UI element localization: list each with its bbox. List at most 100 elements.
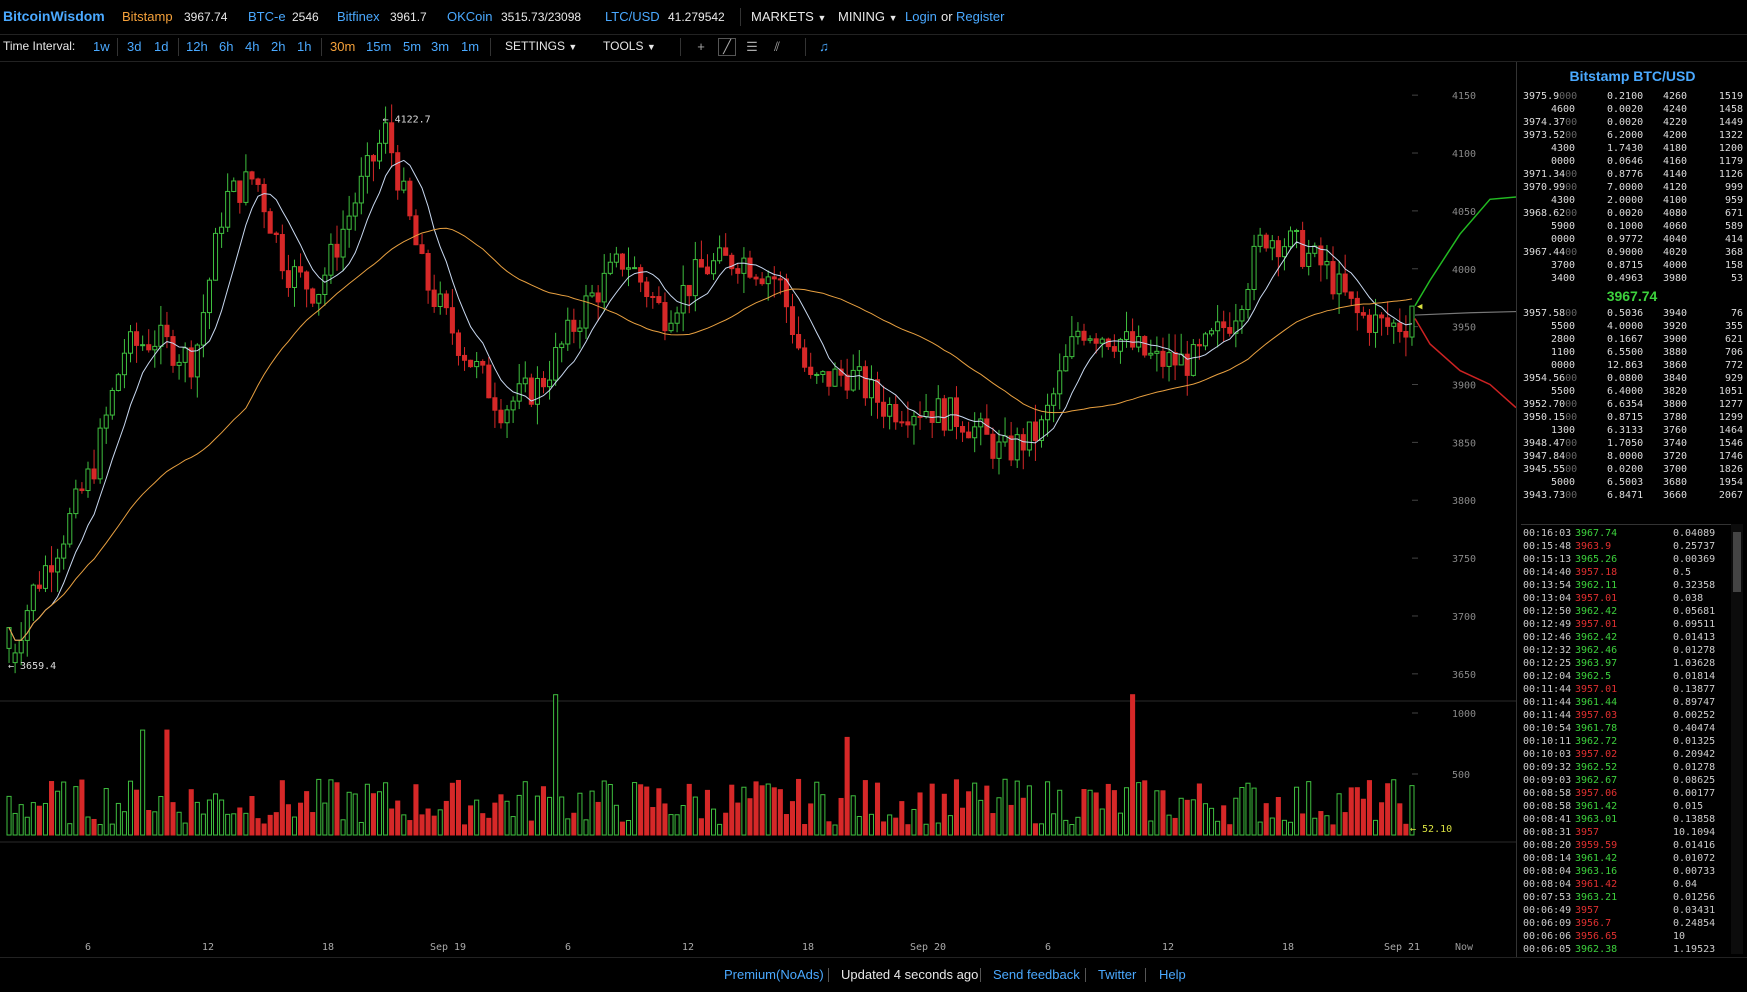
interval-1m[interactable]: 1m [461,39,480,54]
ticker-bitstamp-name[interactable]: Bitstamp [122,9,173,24]
bid-row[interactable]: 2800 0.1667 3900 621 [1521,333,1743,346]
bid-row[interactable]: 1100 6.5500 3880 706 [1521,346,1743,359]
horizontal-lines-icon[interactable]: ☰ [746,39,758,54]
brand-logo[interactable]: BitcoinWisdom [3,8,105,24]
ask-row[interactable]: 3975.9000 0.2100 4260 1519 [1521,90,1743,103]
trade-amount: 0.03431 [1673,905,1716,916]
volume-bar [650,807,656,836]
ask-row[interactable]: 4300 1.7430 4180 1200 [1521,142,1743,155]
candle-up [322,274,328,295]
bell-icon[interactable]: ♫ [819,39,829,54]
twitter-link[interactable]: Twitter [1098,967,1137,982]
candle-up [346,215,352,230]
depth-price: 4160 [1663,156,1688,167]
scroll-thumb[interactable] [1733,532,1741,592]
markets-menu[interactable]: MARKETS ▼ [751,9,826,24]
bid-row[interactable]: 5500 4.0000 3920 355 [1521,320,1743,333]
interval-4h[interactable]: 4h [245,39,260,54]
chart-canvas[interactable]: 4150 4100 4050 4000 3950 3900 3850 3800 3750 3700… [0,62,1517,957]
ask-row[interactable]: 3971.3400 0.8776 4140 1126 [1521,168,1743,181]
ask-row[interactable]: 4300 2.0000 4100 959 [1521,194,1743,207]
volume-bar [1397,803,1403,836]
candle-down [953,397,960,428]
bid-row[interactable]: 5000 6.5003 3680 1954 [1521,476,1743,489]
candle-up [947,397,953,431]
depth-sum: 1200 [1718,143,1743,154]
candle-up [1215,321,1221,332]
ask-row[interactable]: 4600 0.0020 4240 1458 [1521,103,1743,116]
interval-1w[interactable]: 1w [93,39,110,54]
interval-6h[interactable]: 6h [219,39,234,54]
ticker-bitfinex-value: 3961.7 [390,10,427,24]
ask-row[interactable]: 3970.9900 7.0000 4120 999 [1521,181,1743,194]
volume-bar [1330,824,1336,836]
interval-1d[interactable]: 1d [154,39,169,54]
candle-up [923,410,929,418]
trend-line-icon[interactable]: ╱ [718,38,736,56]
bid-row[interactable]: 3954.5600 0.0800 3840 929 [1521,372,1743,385]
tools-menu[interactable]: TOOLS ▼ [603,39,656,53]
trade-time: 00:12:50 [1523,606,1572,617]
bid-row[interactable]: 3943.7300 6.8471 3660 2067 [1521,489,1743,502]
interval-12h[interactable]: 12h [186,39,208,54]
divider [490,38,491,56]
trade-scrollbar[interactable] [1731,524,1743,954]
ask-row[interactable]: 3974.3700 0.0020 4220 1449 [1521,116,1743,129]
bid-row[interactable]: 3950.1500 0.8715 3780 1299 [1521,411,1743,424]
candle-down [1385,317,1391,327]
ask-row[interactable]: 0000 0.0646 4160 1179 [1521,155,1743,168]
interval-30m[interactable]: 30m [330,39,356,54]
price-chart[interactable]: 4150 4100 4050 4000 3950 3900 3850 3800 3750 3700… [0,62,1517,957]
top-bar: BitcoinWisdom Bitstamp 3967.74 BTC-e 254… [0,0,1747,35]
candle-down [1008,435,1014,461]
volume-bar [370,793,376,836]
order-price: 3948.4700 [1523,438,1578,449]
bid-row[interactable]: 3947.8400 8.0000 3720 1746 [1521,450,1743,463]
help-link[interactable]: Help [1159,967,1186,982]
bid-row[interactable]: 3945.5500 0.0200 3700 1826 [1521,463,1743,476]
ticker-okcoin-name[interactable]: OKCoin [447,9,493,24]
interval-15m[interactable]: 15m [366,39,392,54]
ask-row[interactable]: 3400 0.4963 3980 53 [1521,272,1743,285]
ask-row[interactable]: 3973.5200 6.2000 4200 1322 [1521,129,1743,142]
bid-row[interactable]: 5500 6.4000 3820 1051 [1521,385,1743,398]
send-feedback-link[interactable]: Send feedback [993,967,1080,982]
x-axis-label: 18 [322,942,334,953]
volume-bar [437,809,443,836]
trade-row: 00:06:05 3962.38 1.19523 [1521,943,1731,956]
trade-amount: 0.01413 [1673,632,1716,643]
ask-row[interactable]: 3968.6200 0.0020 4080 671 [1521,207,1743,220]
candle-up [711,260,717,275]
login-link[interactable]: Login [905,9,937,24]
bid-row[interactable]: 3957.5800 0.5036 3940 76 [1521,307,1743,320]
premium-link[interactable]: Premium(NoAds) [724,967,824,982]
settings-menu[interactable]: SETTINGS ▼ [505,39,577,53]
bid-row[interactable]: 3952.7000 6.6354 3800 1277 [1521,398,1743,411]
interval-3d[interactable]: 3d [127,39,142,54]
fan-lines-icon[interactable]: ⫽ [774,39,780,54]
candle-up [376,142,383,162]
volume-bar [1209,807,1215,836]
register-link[interactable]: Register [956,9,1005,24]
divider [805,38,806,56]
interval-5m[interactable]: 5m [403,39,422,54]
interval-1h[interactable]: 1h [297,39,312,54]
bid-row[interactable]: 3948.4700 1.7050 3740 1546 [1521,437,1743,450]
ticker-btce-name[interactable]: BTC-e [248,9,286,24]
mining-menu[interactable]: MINING ▼ [838,9,898,24]
trade-history[interactable]: 00:16:03 3967.74 0.04089 00:15:48 3963.9 0.25… [1521,524,1731,957]
crosshair-icon[interactable]: + [697,39,705,54]
ask-row[interactable]: 3700 0.8715 4000 158 [1521,259,1743,272]
x-axis-label: 6 [1045,942,1051,953]
candle-up [437,293,443,307]
bid-row[interactable]: 0000 12.863 3860 772 [1521,359,1743,372]
bid-row[interactable]: 1300 6.3133 3760 1464 [1521,424,1743,437]
ticker-bitfinex-name[interactable]: Bitfinex [337,9,380,24]
interval-2h[interactable]: 2h [271,39,286,54]
interval-3m[interactable]: 3m [431,39,450,54]
ask-row[interactable]: 5900 0.1000 4060 589 [1521,220,1743,233]
ask-row[interactable]: 0000 0.9772 4040 414 [1521,233,1743,246]
ticker-ltcusd-name[interactable]: LTC/USD [605,9,660,24]
depth-price: 3720 [1663,451,1688,462]
ask-row[interactable]: 3967.4400 0.9000 4020 368 [1521,246,1743,259]
